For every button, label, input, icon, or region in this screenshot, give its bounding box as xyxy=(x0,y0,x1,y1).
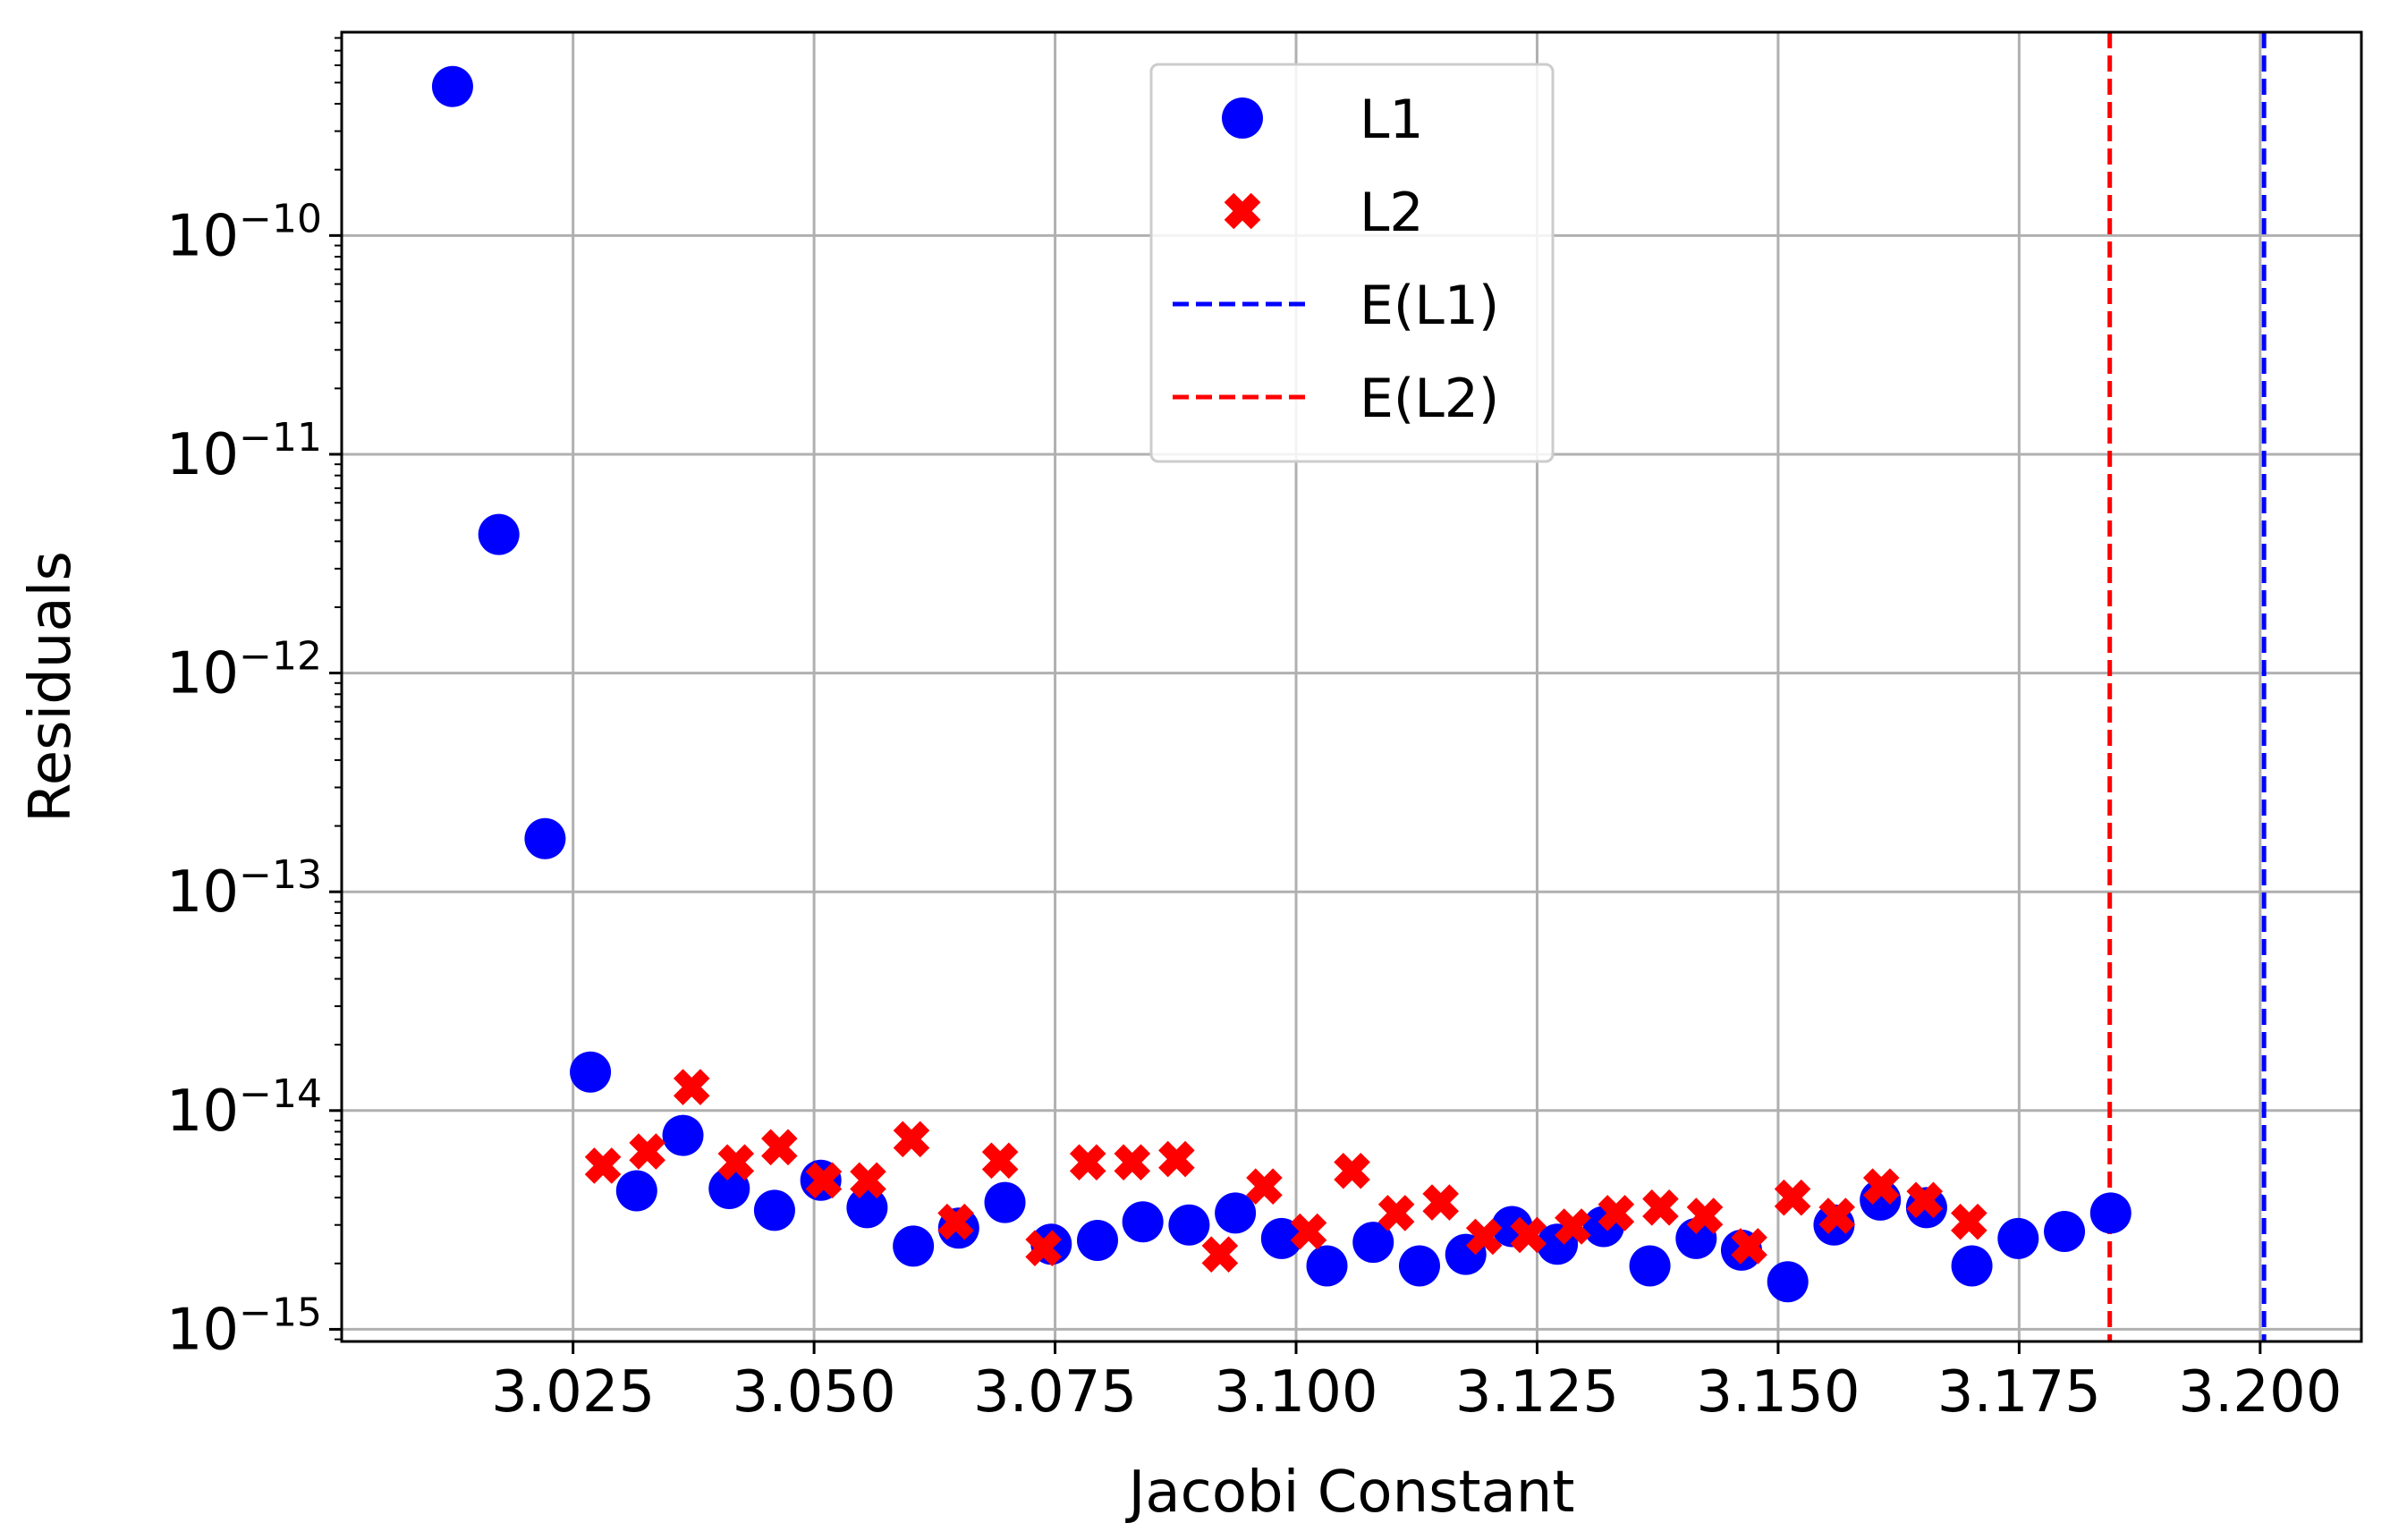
l2-point xyxy=(1642,1189,1679,1226)
l1-point xyxy=(662,1114,704,1156)
x-tick-label: 3.200 xyxy=(2178,1359,2342,1426)
l2-point xyxy=(1334,1152,1370,1189)
legend-marker-x xyxy=(1224,192,1261,230)
l1-point xyxy=(2044,1211,2086,1253)
y-tick-label: 10−11 xyxy=(166,415,322,488)
y-axis: 10−15 10−14 10−13 10−12 10−11 10−10 xyxy=(166,37,342,1363)
l1-point xyxy=(893,1225,935,1267)
l2-point xyxy=(1774,1179,1811,1216)
legend-item-l2: L2 xyxy=(1224,182,1424,244)
x-tick-label: 3.125 xyxy=(1455,1359,1619,1426)
x-axis: 3.025 3.050 3.075 3.100 3.125 3.150 3.175 3.200 xyxy=(491,1341,2342,1426)
l1-point xyxy=(1260,1217,1302,1259)
l2-point xyxy=(981,1142,1019,1180)
y-axis-title: Residuals xyxy=(18,551,84,823)
plot-area-frame xyxy=(340,30,2363,1343)
l2-point xyxy=(850,1162,886,1199)
l2-point xyxy=(1951,1203,1987,1240)
l2-point xyxy=(805,1162,843,1199)
reference-lines xyxy=(2107,32,2267,1341)
y-tick-label: 10−10 xyxy=(166,196,322,269)
y-tick-label: 10−12 xyxy=(166,634,322,707)
l1-point xyxy=(708,1168,750,1210)
legend-item-l1: L1 xyxy=(1222,89,1424,151)
l1-point xyxy=(1398,1245,1440,1287)
l1-point xyxy=(615,1170,657,1212)
l2-point xyxy=(1201,1236,1239,1273)
l1-point xyxy=(1306,1245,1348,1287)
l2-point xyxy=(1069,1144,1106,1180)
l1-point xyxy=(1168,1204,1210,1246)
legend-label: E(L2) xyxy=(1360,368,1499,430)
y-tick-label: 10−13 xyxy=(166,852,322,926)
legend-item-el2: E(L2) xyxy=(1173,368,1499,430)
l2-point xyxy=(1555,1208,1591,1245)
x-axis-title: Jacobi Constant xyxy=(1125,1460,1575,1526)
l1-point xyxy=(1629,1245,1671,1287)
l2-point xyxy=(1862,1168,1900,1205)
l1-point xyxy=(1997,1217,2039,1259)
l1-point xyxy=(1076,1219,1118,1261)
l2-point xyxy=(1025,1230,1062,1266)
legend: L1 L2 E(L1) E(L2) xyxy=(1149,63,1555,463)
legend-marker-circle xyxy=(1222,97,1263,139)
l2-point xyxy=(893,1121,930,1158)
legend-label: E(L1) xyxy=(1360,275,1499,337)
l1-point xyxy=(2089,1192,2132,1234)
x-tick-label: 3.025 xyxy=(491,1359,655,1426)
l2-point xyxy=(937,1203,974,1240)
series-l1 xyxy=(431,65,2132,1303)
l1-point xyxy=(1675,1217,1717,1259)
l2-point xyxy=(761,1129,798,1166)
l2-point xyxy=(1598,1195,1635,1231)
l1-point xyxy=(1122,1201,1164,1243)
l2-point xyxy=(1510,1216,1547,1254)
legend-label: L1 xyxy=(1360,89,1424,151)
x-tick-label: 3.050 xyxy=(733,1359,896,1426)
x-tick-label: 3.075 xyxy=(973,1359,1137,1426)
series-l2 xyxy=(584,1069,1987,1273)
l1-point xyxy=(478,513,520,555)
x-tick-label: 3.150 xyxy=(1696,1359,1860,1426)
x-tick-label: 3.175 xyxy=(1937,1359,2101,1426)
y-tick-label: 10−14 xyxy=(166,1071,322,1145)
legend-box xyxy=(1149,63,1555,463)
x-tick-label: 3.100 xyxy=(1214,1359,1377,1426)
l2-point xyxy=(1158,1140,1195,1178)
l1-point xyxy=(1767,1261,1809,1303)
legend-item-el1: E(L1) xyxy=(1173,275,1499,337)
l1-point xyxy=(1352,1222,1394,1264)
l1-point xyxy=(524,817,566,859)
l2-point xyxy=(1114,1144,1151,1180)
l2-point xyxy=(1731,1228,1767,1265)
l2-point xyxy=(673,1069,710,1105)
l2-point xyxy=(629,1133,665,1170)
l1-point xyxy=(984,1181,1026,1223)
l2-point xyxy=(1422,1184,1460,1221)
y-tick-label: 10−15 xyxy=(166,1290,322,1363)
l2-point xyxy=(584,1147,622,1184)
l1-point xyxy=(1951,1245,1993,1287)
l1-point xyxy=(753,1189,795,1231)
l2-point xyxy=(1818,1197,1855,1234)
l2-point xyxy=(1290,1213,1327,1250)
l2-point xyxy=(1906,1181,1944,1219)
l2-point xyxy=(1686,1197,1724,1234)
l2-point xyxy=(1246,1168,1283,1205)
l2-point xyxy=(1465,1218,1503,1256)
l1-point xyxy=(570,1051,612,1093)
l2-point xyxy=(1377,1195,1415,1231)
l1-point xyxy=(431,65,473,107)
l2-point xyxy=(717,1144,755,1180)
l1-point xyxy=(1215,1192,1257,1234)
legend-label: L2 xyxy=(1360,182,1424,244)
